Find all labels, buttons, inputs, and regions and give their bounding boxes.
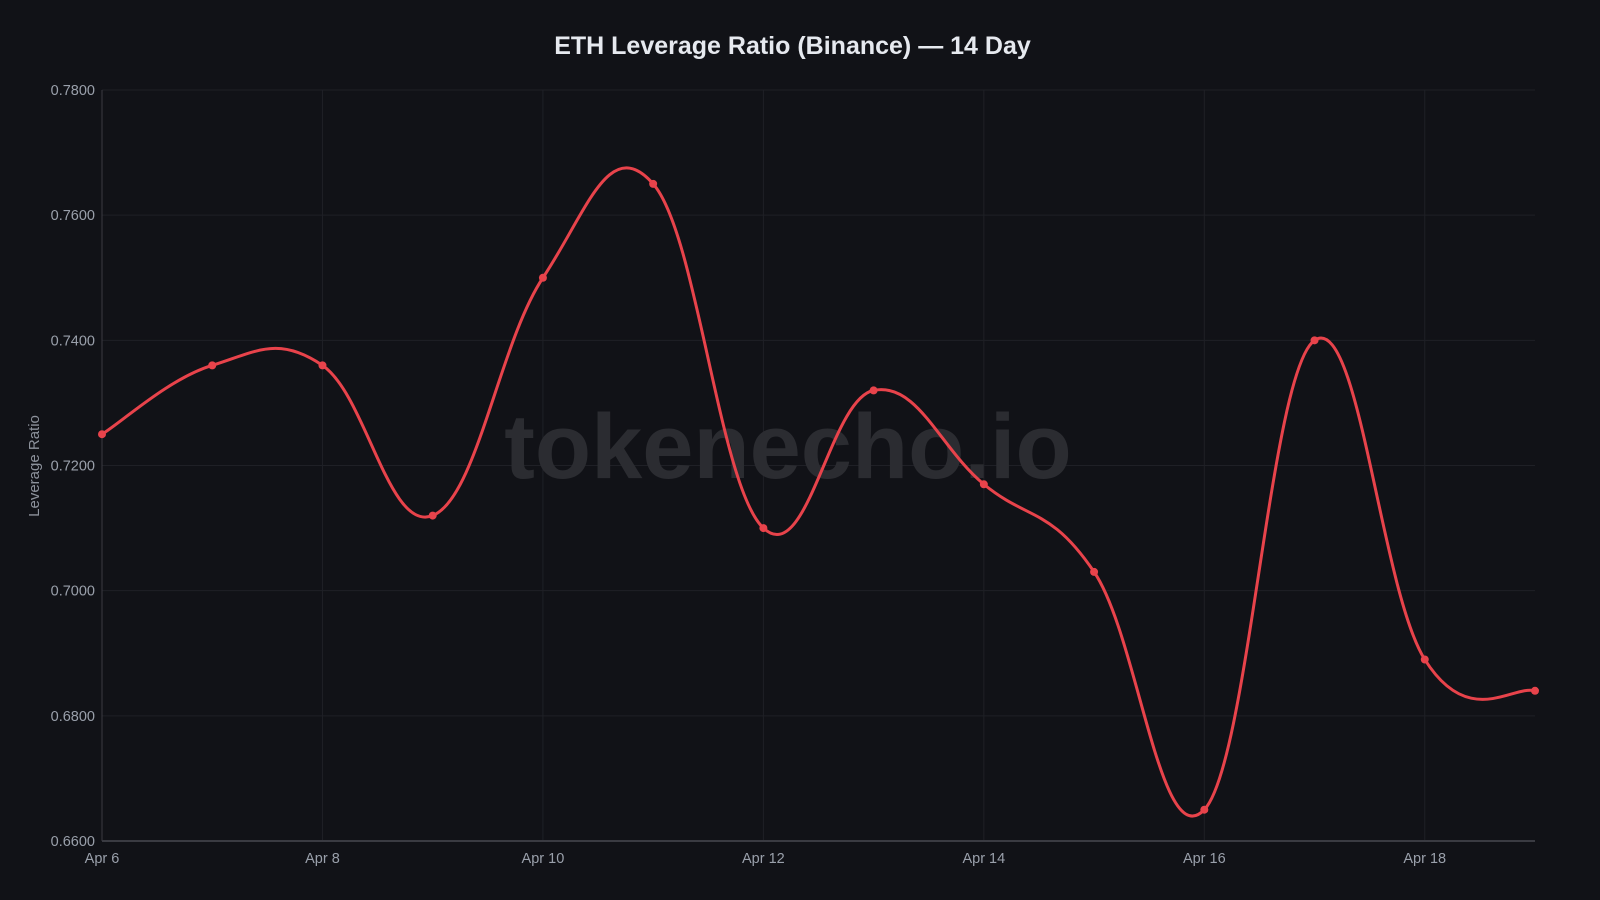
y-tick-label: 0.7200	[51, 459, 95, 475]
y-tick-label: 0.7600	[51, 208, 95, 224]
axes	[101, 90, 1535, 842]
y-tick-label: 0.7800	[51, 83, 95, 99]
x-tick-label: Apr 18	[1403, 851, 1446, 867]
y-tick-label: 0.7400	[51, 333, 95, 349]
data-point[interactable]	[649, 179, 658, 188]
data-point[interactable]	[1420, 655, 1429, 664]
x-tick-label: Apr 10	[522, 851, 565, 867]
data-points	[98, 179, 1539, 814]
data-point[interactable]	[1310, 336, 1319, 345]
data-point[interactable]	[759, 524, 768, 533]
watermark: tokenecho.io	[504, 396, 1071, 498]
data-point[interactable]	[428, 511, 437, 520]
data-point[interactable]	[538, 273, 547, 282]
series-line	[100, 166, 1537, 818]
y-tick-label: 0.7000	[51, 584, 95, 600]
x-tick-label: Apr 16	[1183, 851, 1226, 867]
data-point[interactable]	[1090, 567, 1099, 576]
y-tick-label: 0.6800	[51, 709, 95, 725]
x-tick-label: Apr 8	[305, 851, 340, 867]
data-point[interactable]	[1531, 686, 1539, 695]
data-point[interactable]	[869, 386, 878, 395]
data-point[interactable]	[208, 361, 217, 370]
data-point[interactable]	[979, 480, 988, 489]
x-tick-label: Apr 14	[962, 851, 1005, 867]
data-point[interactable]	[1200, 805, 1209, 814]
data-point[interactable]	[98, 430, 106, 439]
y-tick-label: 0.6600	[51, 834, 95, 850]
x-axis-ticks: Apr 6 Apr 8 Apr 10 Apr 12 Apr 14 Apr 16 Apr 18	[85, 851, 1446, 867]
x-tick-label: Apr 12	[742, 851, 785, 867]
y-axis-label: Leverage Ratio	[26, 415, 43, 517]
chart-title: ETH Leverage Ratio (Binance) — 14 Day	[554, 32, 1031, 60]
y-axis-ticks: 0.7800 0.7600 0.7400 0.7200 0.7000 0.6800 0.66…	[51, 83, 95, 850]
x-tick-label: Apr 6	[85, 851, 120, 867]
data-point[interactable]	[318, 361, 327, 370]
